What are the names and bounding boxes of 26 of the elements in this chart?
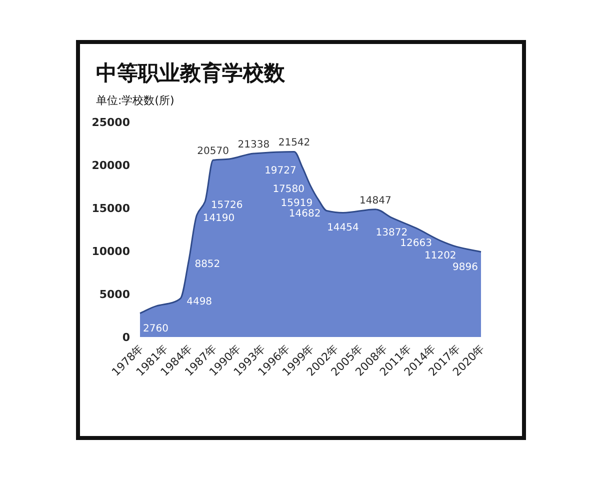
data-label: 14190: [202, 212, 235, 224]
y-tick-label: 10000: [92, 245, 130, 258]
data-label: 14454: [327, 222, 359, 234]
data-label: 19727: [264, 165, 296, 176]
y-tick-label: 25000: [92, 116, 130, 129]
data-label: 8852: [194, 258, 220, 270]
data-label: 15919: [280, 198, 313, 210]
y-tick-label: 15000: [92, 202, 130, 215]
chart-title: 中等职业教育学校数: [96, 61, 286, 85]
data-label: 21542: [278, 138, 310, 149]
y-tick-label: 5000: [99, 288, 130, 301]
data-label: 20570: [197, 146, 229, 158]
y-tick-label: 0: [122, 331, 130, 344]
data-label: 21338: [238, 139, 270, 150]
data-label: 15726: [210, 200, 243, 211]
data-label: 14682: [288, 208, 321, 220]
data-label: 14847: [360, 195, 392, 206]
data-label: 17580: [272, 184, 304, 195]
data-label: 9896: [452, 262, 478, 273]
chart-subtitle: 单位:学校数(所): [96, 94, 174, 107]
data-label: 13872: [376, 228, 408, 239]
data-label: 12663: [400, 238, 432, 250]
y-tick-label: 20000: [92, 159, 130, 172]
data-label: 4498: [186, 296, 212, 308]
data-label: 2760: [143, 323, 168, 334]
data-label: 11202: [424, 250, 456, 262]
